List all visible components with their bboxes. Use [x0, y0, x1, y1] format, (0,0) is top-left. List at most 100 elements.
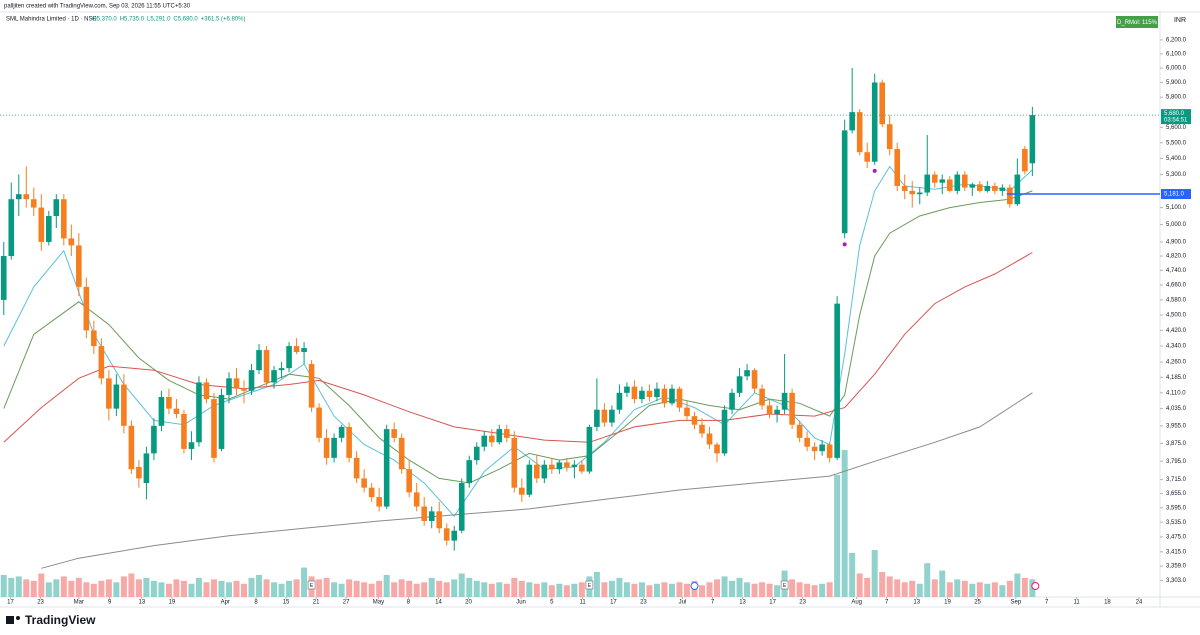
y-tick-label: 3,303.0	[1166, 578, 1187, 584]
candle-body	[421, 506, 428, 521]
candle-body	[323, 437, 330, 458]
volume-bar	[451, 579, 458, 597]
volume-bar	[924, 563, 931, 597]
candle-body	[136, 466, 142, 479]
x-tick-label: Jun	[516, 600, 526, 606]
candle-body	[736, 376, 743, 393]
volume-bar	[353, 580, 360, 597]
candle-body	[691, 416, 698, 425]
volume-bar	[323, 577, 330, 597]
candle-body	[616, 392, 623, 410]
x-tick-label: 15	[283, 600, 290, 606]
candle-body	[579, 464, 585, 472]
candle-body	[924, 174, 931, 193]
candle-body	[308, 364, 315, 408]
candle-body	[511, 437, 518, 488]
volume-bar	[188, 583, 195, 597]
volume-bar	[263, 579, 270, 597]
volume-bar	[721, 576, 728, 597]
x-tick-label: 13	[139, 600, 146, 606]
x-tick-label: 23	[37, 600, 44, 606]
candle-body	[901, 185, 908, 191]
volume-bar	[796, 582, 803, 597]
volume-bar	[571, 583, 578, 597]
candle-body	[271, 370, 277, 383]
candle-body	[458, 483, 465, 531]
candle-body	[23, 194, 30, 200]
volume-bar	[984, 583, 991, 597]
ohlc-value: +361.5 (+6.80%)	[201, 17, 246, 23]
volume-bar	[23, 579, 30, 597]
y-tick-label: 3,715.0	[1166, 477, 1187, 483]
volume-bar	[218, 580, 225, 597]
volume-bar	[1006, 580, 1013, 597]
y-tick-label: 4,185.0	[1166, 375, 1187, 381]
volume-bar	[676, 582, 683, 597]
volume-bar	[361, 582, 368, 597]
volume-bar	[8, 577, 15, 597]
volume-bar	[593, 572, 600, 597]
x-tick-label: 11	[580, 600, 587, 606]
candle-body	[286, 346, 292, 369]
candle-body	[383, 429, 390, 507]
y-tick-label: 4,900.0	[1166, 239, 1187, 245]
x-tick-label: 14	[435, 600, 442, 606]
volume-bar	[60, 576, 67, 597]
candle-body	[61, 199, 67, 239]
candle-body	[143, 453, 150, 484]
volume-bar	[38, 573, 45, 597]
y-tick-label: 4,500.0	[1166, 313, 1187, 319]
volume-bar	[601, 582, 608, 597]
volume-bar	[909, 580, 916, 597]
volume-bar	[143, 577, 150, 597]
moving-average	[3, 252, 1033, 443]
candle-body	[646, 390, 653, 398]
candle-body	[999, 187, 1006, 191]
ohlc-legend: O5,370.0 H5,735.0 L5,291.0 C5,680.0 +361.5 (…	[92, 17, 245, 23]
volume-bar	[105, 579, 112, 597]
candle-body	[15, 194, 22, 200]
y-tick-label: 5,100.0	[1166, 205, 1187, 211]
candle-body	[353, 457, 360, 479]
currency: INR	[1174, 17, 1186, 24]
candle-body	[241, 388, 247, 391]
volume-bar	[834, 474, 841, 597]
candle-body	[676, 388, 683, 408]
volume-bar	[256, 574, 263, 597]
event-icon	[1031, 582, 1040, 590]
candle-body	[196, 382, 202, 443]
candle-body	[151, 425, 157, 454]
candle-body	[849, 112, 855, 131]
candle-body	[503, 429, 510, 438]
volume-bar	[631, 583, 638, 597]
candle-body	[984, 185, 991, 191]
candle-body	[699, 424, 705, 434]
candle-body	[669, 388, 675, 404]
volume-bar	[894, 579, 901, 597]
header: palljiten created with TradingView.com, …	[4, 4, 191, 10]
candle-body	[436, 511, 443, 529]
candle-body	[38, 207, 45, 242]
earnings-mark: E	[588, 583, 592, 589]
y-tick-label: 3,595.0	[1166, 505, 1187, 511]
y-tick-label: 4,740.0	[1166, 268, 1187, 274]
candle-body	[1029, 115, 1036, 164]
candle-body	[571, 464, 578, 467]
candle-body	[316, 407, 322, 438]
volume-bar	[638, 582, 645, 597]
volume-bar	[301, 567, 308, 597]
candle-body	[203, 382, 210, 400]
candle-body	[744, 370, 750, 377]
candle-body	[68, 238, 75, 246]
volume-bar	[699, 585, 706, 597]
x-tick-label: May	[373, 600, 384, 606]
volume-bar	[541, 582, 548, 597]
volume-bar	[488, 583, 495, 597]
candle-body	[804, 437, 810, 447]
volume-bar	[180, 580, 187, 597]
candle-body	[781, 392, 788, 410]
candle-body	[564, 462, 570, 467]
volume-bar	[98, 580, 105, 597]
x-tick-label: 13	[739, 600, 746, 606]
